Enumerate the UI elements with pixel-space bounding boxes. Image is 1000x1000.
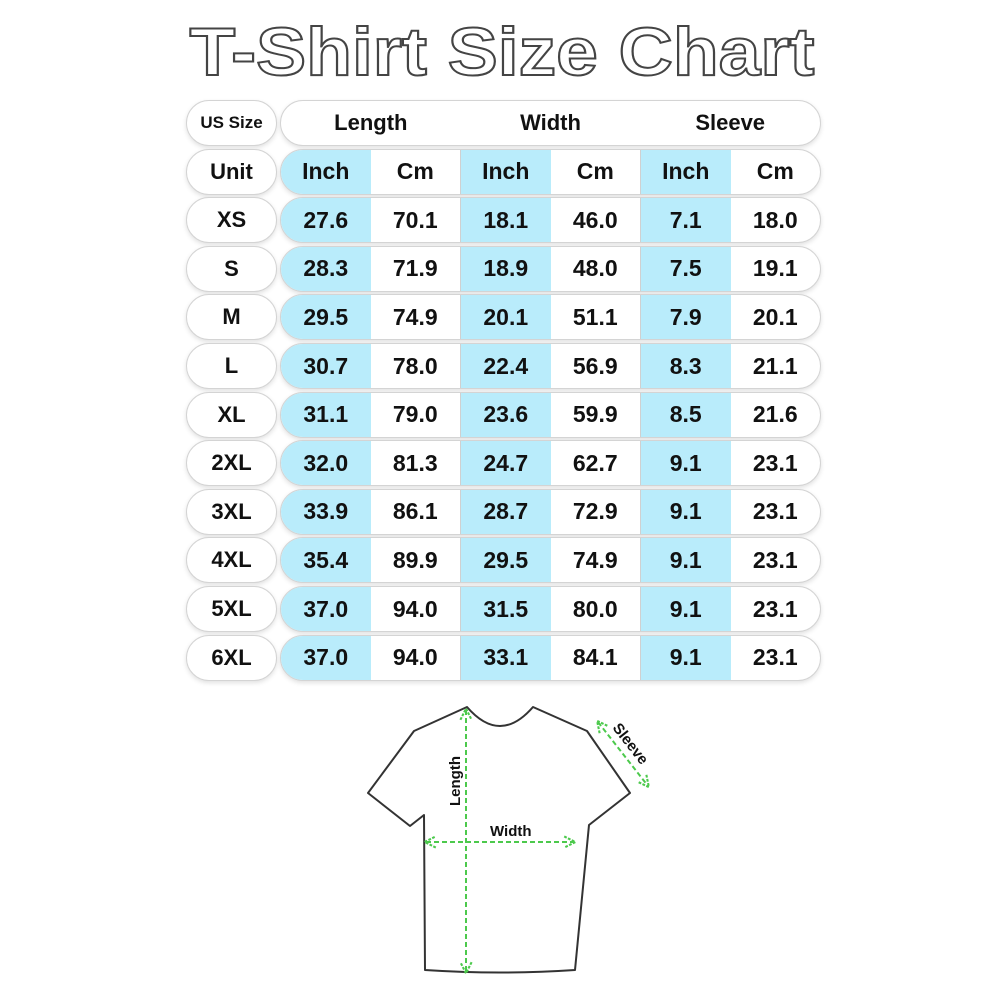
size-label: 2XL xyxy=(186,440,277,487)
value-cell: 74.9 xyxy=(572,546,618,573)
value-cell: 80.0 xyxy=(572,595,618,622)
value-cell: 29.5 xyxy=(460,538,551,583)
table-row: 37.0 94.0 31.5 80.0 9.1 23.1 xyxy=(280,586,821,632)
table-row: 37.0 94.0 33.1 84.1 9.1 23.1 xyxy=(280,634,821,681)
value-cell: 28.7 xyxy=(460,489,551,534)
title-text: T-Shirt Size Chart xyxy=(190,14,815,90)
chart-title: T-Shirt Size Chart xyxy=(189,13,816,91)
value-cell: 74.9 xyxy=(392,303,438,330)
value-cell: 89.9 xyxy=(392,546,438,573)
value-cell: 62.7 xyxy=(572,449,618,476)
value-cell: 56.9 xyxy=(572,352,618,379)
unit-inch: Inch xyxy=(460,149,551,194)
group-header-row: Length Width Sleeve xyxy=(280,100,821,146)
value-cell: 22.4 xyxy=(460,344,551,388)
value-cell: 8.5 xyxy=(640,392,731,437)
value-cell: 94.0 xyxy=(392,644,438,671)
value-cell: 30.7 xyxy=(281,344,371,388)
unit-label: Unit xyxy=(186,148,277,195)
group-header-length: Length xyxy=(334,110,408,135)
table-row: 27.6 70.1 18.1 46.0 7.1 18.0 xyxy=(280,197,821,244)
value-cell: 23.1 xyxy=(752,546,798,573)
group-header-sleeve: Sleeve xyxy=(695,110,766,135)
value-cell: 81.3 xyxy=(392,449,438,476)
value-cell: 59.9 xyxy=(572,401,618,428)
table-row: 31.1 79.0 23.6 59.9 8.5 21.6 xyxy=(280,391,821,438)
value-cell: 28.3 xyxy=(281,246,371,291)
value-cell: 8.3 xyxy=(640,344,731,388)
value-cell: 33.9 xyxy=(281,489,371,534)
value-cell: 9.1 xyxy=(640,489,731,534)
width-label: Width xyxy=(490,823,532,840)
table-row: 28.3 71.9 18.9 48.0 7.5 19.1 xyxy=(280,245,821,292)
tshirt-diagram: Length Width Sleeve xyxy=(367,690,1000,1000)
value-cell: 7.1 xyxy=(640,198,731,243)
unit-cm: Cm xyxy=(576,158,614,185)
group-header-width: Width xyxy=(520,110,581,135)
unit-cm: Cm xyxy=(396,158,434,185)
value-cell: 23.1 xyxy=(752,595,798,622)
value-cell: 70.1 xyxy=(392,206,438,233)
value-cell: 18.0 xyxy=(752,206,798,233)
value-cell: 20.1 xyxy=(752,303,798,330)
size-label: L xyxy=(186,343,277,389)
value-cell: 94.0 xyxy=(392,595,438,622)
value-cell: 7.5 xyxy=(640,246,731,291)
value-cell: 46.0 xyxy=(572,206,618,233)
size-label: XL xyxy=(186,391,277,438)
value-cell: 31.1 xyxy=(281,392,371,437)
value-cell: 23.1 xyxy=(752,498,798,525)
value-cell: 27.6 xyxy=(281,198,371,243)
value-cell: 24.7 xyxy=(460,441,551,486)
size-label: M xyxy=(186,294,277,341)
value-cell: 29.5 xyxy=(281,295,371,340)
value-cell: 18.9 xyxy=(460,246,551,291)
value-cell: 9.1 xyxy=(640,441,731,486)
value-cell: 21.1 xyxy=(752,352,798,379)
value-cell: 78.0 xyxy=(392,352,438,379)
size-label: 6XL xyxy=(186,634,277,681)
table-row: 33.9 86.1 28.7 72.9 9.1 23.1 xyxy=(280,488,821,535)
unit-cm: Cm xyxy=(756,158,794,185)
unit-inch: Inch xyxy=(640,149,731,194)
size-label: 5XL xyxy=(186,586,277,632)
value-cell: 72.9 xyxy=(572,498,618,525)
value-cell: 9.1 xyxy=(640,587,731,631)
value-cell: 79.0 xyxy=(392,401,438,428)
value-cell: 9.1 xyxy=(640,635,731,680)
value-cell: 18.1 xyxy=(460,198,551,243)
value-cell: 35.4 xyxy=(281,538,371,583)
size-label: 3XL xyxy=(186,488,277,535)
value-cell: 86.1 xyxy=(392,498,438,525)
value-cell: 71.9 xyxy=(392,255,438,282)
value-cell: 20.1 xyxy=(460,295,551,340)
value-cell: 37.0 xyxy=(281,635,371,680)
table-row: 35.4 89.9 29.5 74.9 9.1 23.1 xyxy=(280,537,821,584)
value-cell: 48.0 xyxy=(572,255,618,282)
unit-row: Inch Cm Inch Cm Inch Cm xyxy=(280,148,821,195)
table-row: 30.7 78.0 22.4 56.9 8.3 21.1 xyxy=(280,343,821,389)
table-row: 29.5 74.9 20.1 51.1 7.9 20.1 xyxy=(280,294,821,341)
size-label: 4XL xyxy=(186,537,277,584)
size-header: US Size xyxy=(186,100,277,146)
size-label: XS xyxy=(186,197,277,244)
value-cell: 7.9 xyxy=(640,295,731,340)
value-cell: 51.1 xyxy=(572,303,618,330)
value-cell: 84.1 xyxy=(572,644,618,671)
sleeve-arrow xyxy=(598,722,648,786)
value-cell: 23.1 xyxy=(752,449,798,476)
value-cell: 19.1 xyxy=(752,255,798,282)
unit-inch: Inch xyxy=(281,149,371,194)
value-cell: 37.0 xyxy=(281,587,371,631)
size-label: S xyxy=(186,245,277,292)
value-cell: 23.1 xyxy=(752,644,798,671)
value-cell: 32.0 xyxy=(281,441,371,486)
value-cell: 21.6 xyxy=(752,401,798,428)
value-cell: 33.1 xyxy=(460,635,551,680)
length-label: Length xyxy=(447,756,464,806)
value-cell: 9.1 xyxy=(640,538,731,583)
value-cell: 23.6 xyxy=(460,392,551,437)
table-row: 32.0 81.3 24.7 62.7 9.1 23.1 xyxy=(280,440,821,487)
value-cell: 31.5 xyxy=(460,587,551,631)
